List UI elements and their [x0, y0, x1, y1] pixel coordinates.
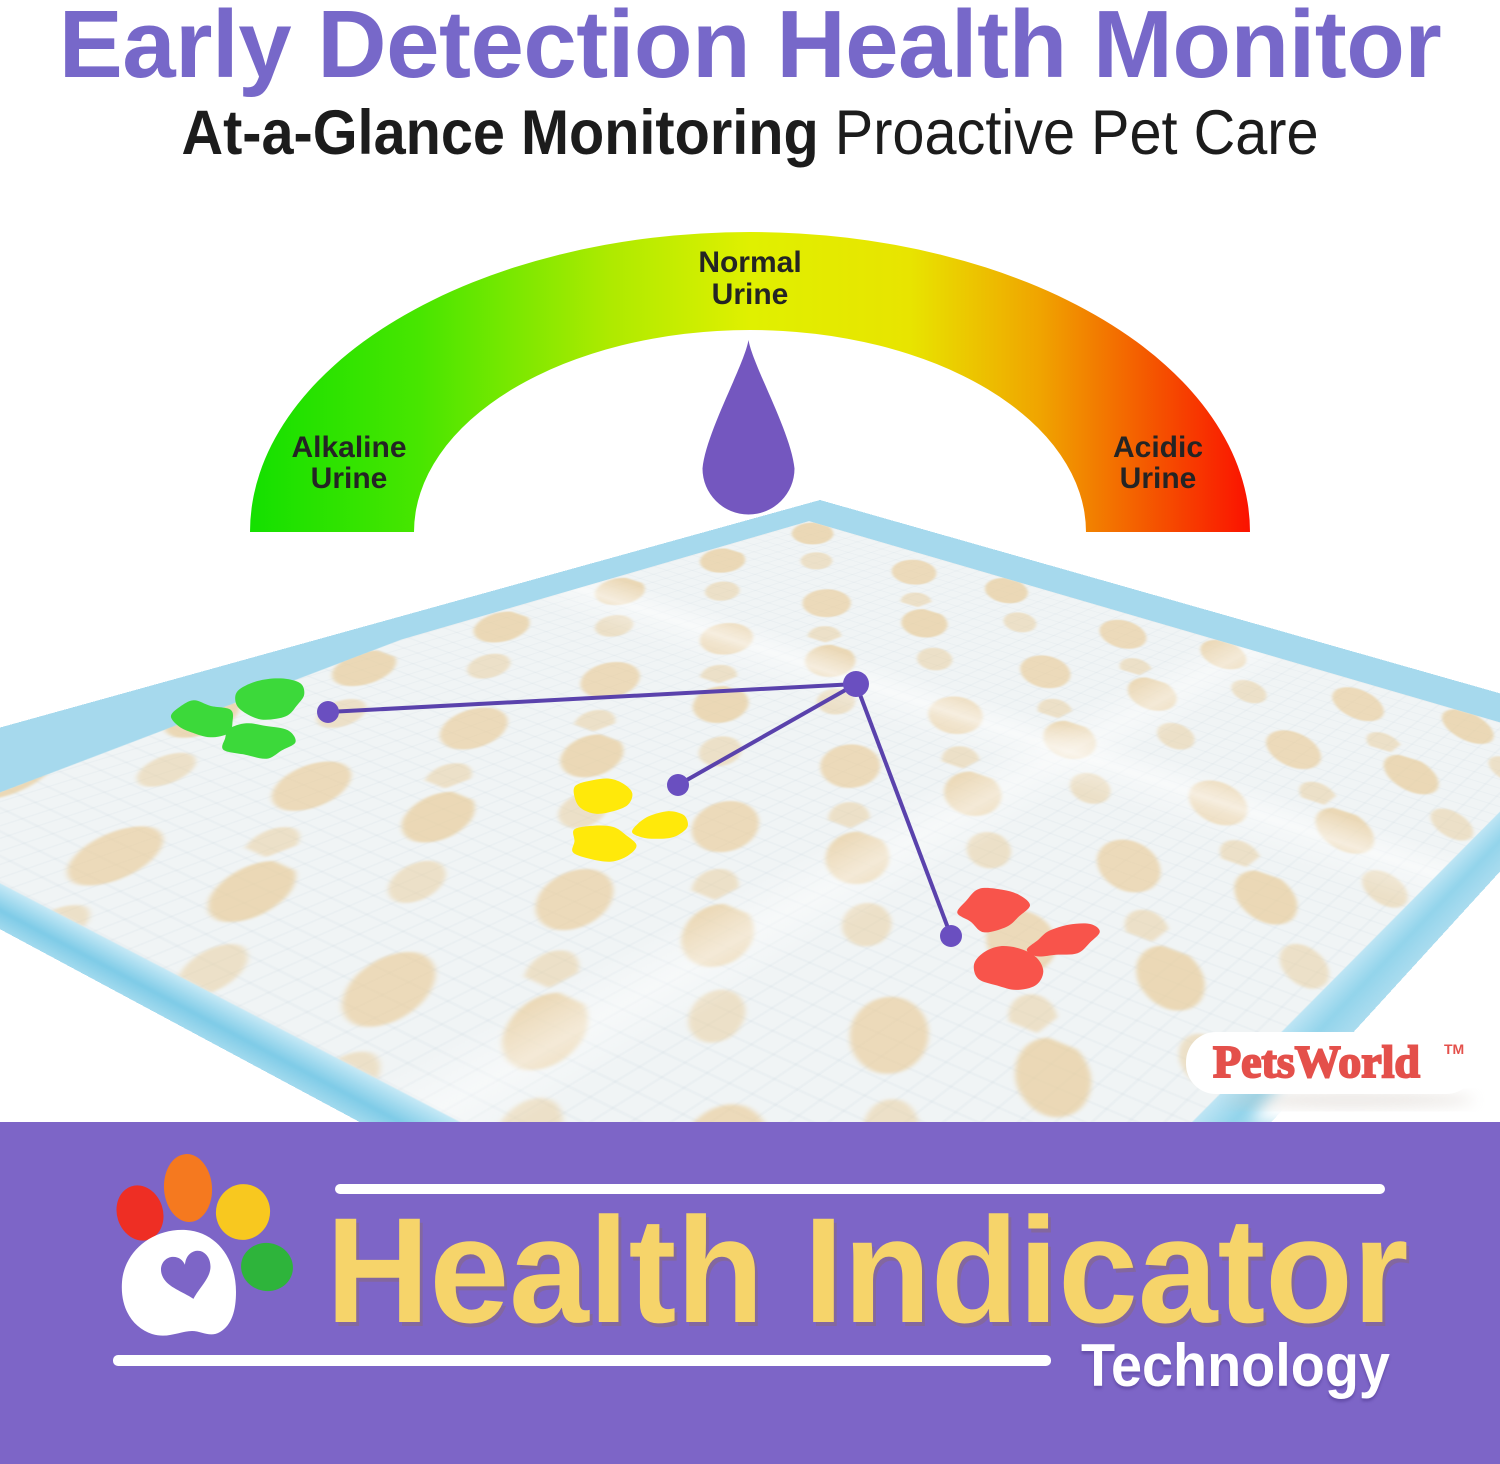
- svg-text:TM: TM: [1444, 1041, 1464, 1057]
- svg-text:Normal: Normal: [698, 246, 801, 279]
- svg-text:Urine: Urine: [1120, 462, 1197, 495]
- svg-text:Acidic: Acidic: [1113, 431, 1203, 464]
- svg-text:PetsWorld: PetsWorld: [1213, 1036, 1420, 1087]
- svg-text:Urine: Urine: [712, 278, 789, 311]
- svg-text:Urine: Urine: [311, 462, 388, 495]
- svg-text:Alkaline: Alkaline: [291, 431, 406, 464]
